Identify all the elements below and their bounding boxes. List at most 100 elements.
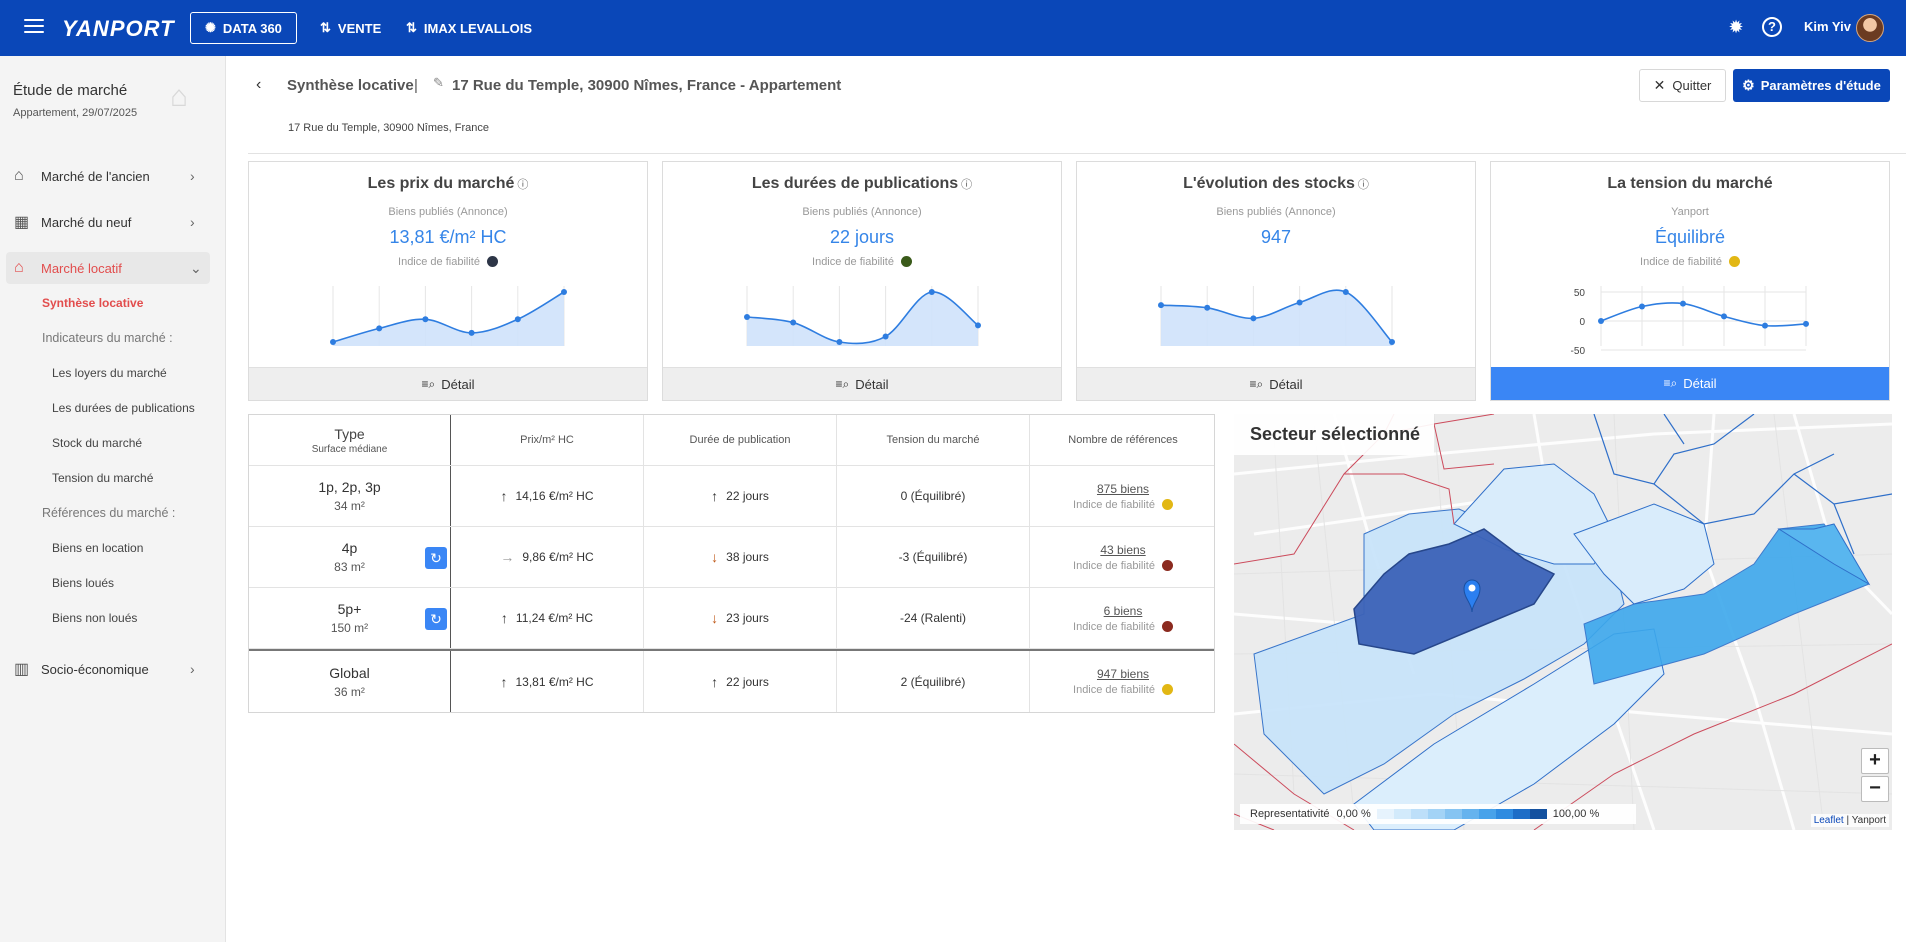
header-duration: Durée de publication — [644, 415, 837, 465]
leaflet-link[interactable]: Leaflet — [1813, 815, 1844, 826]
axis-tick-label: 0 — [1579, 317, 1585, 328]
zoom-out-button[interactable]: − — [1861, 776, 1889, 802]
edit-icon[interactable]: ✎ — [433, 75, 444, 90]
row-duration: 38 jours — [726, 550, 769, 564]
study-settings-button[interactable]: ⚙ Paramètres d'étude — [1733, 69, 1890, 102]
lightbulb-icon[interactable]: ✹ — [1728, 17, 1744, 37]
vente-button[interactable]: ⇅ VENTE — [320, 20, 382, 36]
avatar[interactable] — [1856, 14, 1884, 42]
detail-button[interactable]: ≡⌕ Détail — [1491, 367, 1889, 400]
sidebar-sub-durees[interactable]: Les durées de publications — [52, 401, 195, 415]
sidebar-item-neuf[interactable]: ▦ Marché du neuf › — [6, 206, 210, 238]
references-link[interactable]: 947 biens — [1096, 667, 1150, 681]
arrow-down-icon: ↓ — [711, 549, 719, 565]
row-price: 13,81 €/m² HC — [515, 674, 594, 689]
row-type: 1p, 2p, 3p — [318, 479, 381, 495]
swap-icon: ⇅ — [406, 20, 417, 35]
references-link[interactable]: 43 biens — [1100, 542, 1146, 557]
axis-tick-label: 50 — [1574, 288, 1586, 299]
indicators-heading: Indicateurs du marché : — [42, 331, 173, 345]
row-reliability: Indice de fiabilité — [1073, 498, 1173, 511]
arrow-up-icon: ↑ — [711, 488, 719, 504]
detail-button[interactable]: ≡⌕ Détail — [663, 367, 1061, 400]
sidebar-sub-en-location[interactable]: Biens en location — [52, 541, 144, 555]
sidebar-sub-non-loues[interactable]: Biens non loués — [52, 611, 138, 625]
card-prices: Les prix du marché ⓘ Biens publiés (Annon… — [248, 161, 648, 401]
user-name[interactable]: Kim Yiv — [1804, 19, 1851, 34]
title-separator: | — [414, 77, 418, 94]
info-icon[interactable]: ⓘ — [1357, 179, 1369, 191]
map-canvas[interactable] — [1234, 414, 1892, 830]
card-title: L'évolution des stocks ⓘ — [1183, 175, 1369, 192]
arrow-up-icon: ↑ — [711, 673, 719, 690]
card-title: La tension du marché — [1607, 175, 1773, 192]
header-price: Prix/m² HC — [451, 415, 644, 465]
chevron-right-icon: › — [190, 661, 195, 677]
refresh-icon[interactable]: ↻ — [425, 547, 447, 569]
house-hand-icon: ⌂ — [14, 167, 24, 184]
menu-icon[interactable] — [24, 19, 44, 35]
sidebar-item-ancien[interactable]: ⌂ Marché de l'ancien › — [6, 160, 210, 192]
sidebar-sub-stock[interactable]: Stock du marché — [52, 436, 143, 450]
quit-button[interactable]: ✕ Quitter — [1639, 69, 1726, 102]
sparkline-point — [561, 289, 567, 295]
legend-label: Representativité — [1250, 808, 1330, 820]
zoom-in-button[interactable]: + — [1861, 748, 1889, 774]
row-tension: 2 (Équilibré) — [837, 651, 1030, 712]
arrow-up-icon: ↑ — [500, 673, 508, 690]
house-person-icon: ⌂ — [14, 259, 24, 276]
sparkline-point — [468, 329, 475, 336]
card-value: 947 — [1260, 227, 1292, 247]
sidebar-item-socio[interactable]: ▥ Socio-économique › — [6, 653, 210, 685]
sector-map[interactable]: Secteur sélectionné + − Representativité… — [1234, 414, 1892, 830]
back-arrow-icon[interactable]: ‹ — [256, 76, 262, 93]
bar-chart-icon: ▥ — [14, 661, 30, 678]
row-price: 14,16 €/m² HC — [515, 489, 594, 503]
sparkline-point — [975, 322, 981, 329]
sparkline-line — [1600, 302, 1807, 327]
row-reliability: Indice de fiabilité — [1073, 684, 1173, 696]
agency-button[interactable]: ⇅ IMAX LEVALLOIS — [406, 20, 533, 36]
sidebar-sub-loyers[interactable]: Les loyers du marché — [52, 366, 167, 380]
summary-table: Type Surface médiane Prix/m² HC Durée de … — [248, 414, 1215, 713]
sidebar-sub-tension[interactable]: Tension du marché — [52, 471, 154, 485]
row-duration: 22 jours — [726, 489, 769, 503]
sidebar-sub-synthese[interactable]: Synthèse locative — [42, 296, 144, 310]
info-icon[interactable]: ⓘ — [517, 179, 529, 191]
sidebar-item-locatif[interactable]: ⌂ Marché locatif ⌄ — [6, 252, 210, 284]
references-link[interactable]: 6 biens — [1103, 603, 1143, 618]
arrow-right-icon: → — [500, 549, 515, 565]
sparkline-stocks — [1158, 286, 1395, 346]
sparkline-point — [1389, 339, 1395, 345]
header-tension: Tension du marché — [837, 415, 1030, 465]
reliability-dot — [1161, 684, 1173, 695]
info-icon[interactable]: ⓘ — [961, 179, 973, 191]
sidebar-sub-loues[interactable]: Biens loués — [52, 576, 115, 590]
detail-button[interactable]: ≡⌕ Détail — [249, 367, 647, 400]
arrow-down-icon: ↓ — [711, 610, 719, 626]
sparkline-point — [1721, 313, 1727, 320]
card-stocks: L'évolution des stocks ⓘ Biens publiés (A… — [1076, 161, 1476, 401]
data360-button[interactable]: ✺ DATA 360 — [190, 12, 297, 44]
row-price: 11,24 €/m² HC — [515, 611, 594, 625]
logo[interactable]: YANPORT — [62, 16, 175, 41]
sparkline-line — [746, 291, 979, 345]
sparkline-point — [1296, 299, 1303, 306]
house-icon: ⌂ — [170, 80, 189, 113]
help-icon[interactable]: ? — [1762, 17, 1782, 37]
card-durations: Les durées de publications ⓘ Biens publié… — [662, 161, 1062, 401]
divider — [248, 153, 1906, 154]
row-reliability: Indice de fiabilité — [1073, 559, 1173, 572]
sparkline-point — [1803, 320, 1809, 327]
references-link[interactable]: 875 biens — [1096, 481, 1150, 496]
sparkline-area — [333, 292, 564, 346]
legend-max: 100,00 % — [1552, 808, 1600, 820]
row-surface: 150 m² — [330, 621, 369, 635]
arrow-up-icon: ↑ — [500, 488, 508, 504]
sparkline-area — [1161, 290, 1392, 346]
detail-button[interactable]: ≡⌕ Détail — [1077, 367, 1475, 400]
chevron-right-icon: › — [190, 214, 195, 230]
refresh-icon[interactable]: ↻ — [425, 608, 447, 630]
reliability-dot — [1161, 498, 1173, 510]
table-row: 4p 83 m² ↻ → 9,86 €/m² HC ↓ 38 jours -3 (Éq… — [249, 527, 1214, 588]
